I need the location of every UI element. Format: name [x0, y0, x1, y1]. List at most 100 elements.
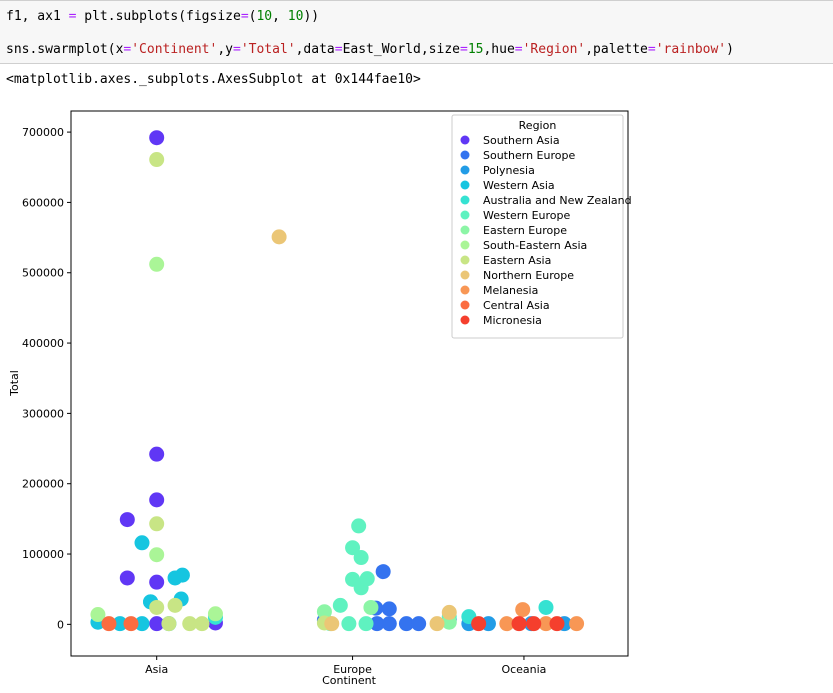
- plot-frame: [70, 110, 629, 657]
- legend-label: Southern Asia: [483, 134, 560, 147]
- y-tick-label: 0: [57, 618, 64, 631]
- data-point: [358, 616, 374, 632]
- data-point: [182, 616, 198, 632]
- data-point: [149, 256, 165, 272]
- legend-marker: [460, 135, 470, 145]
- data-point: [149, 574, 165, 590]
- code-string: 'rainbow': [655, 42, 727, 57]
- y-tick-label: 100000: [22, 548, 64, 561]
- code-token: ,y: [217, 42, 233, 57]
- data-point: [341, 616, 357, 632]
- legend: Region Southern Asia Southern Europe Polyne…: [451, 114, 632, 339]
- legend-label: Eastern Europe: [483, 224, 567, 237]
- legend-label: Central Asia: [483, 299, 550, 312]
- data-point: [351, 518, 367, 534]
- legend-label: Polynesia: [483, 164, 535, 177]
- code-token: (: [248, 9, 257, 24]
- code-operator: =: [240, 9, 249, 24]
- y-tick-label: 600000: [22, 196, 64, 209]
- code-operator: =: [334, 42, 343, 57]
- legend-marker: [460, 150, 470, 160]
- x-tick-label: Asia: [145, 663, 168, 676]
- legend-label: Western Europe: [483, 209, 571, 222]
- legend-marker: [460, 240, 470, 250]
- y-tick-label: 700000: [22, 126, 64, 139]
- legend-label: Southern Europe: [483, 149, 575, 162]
- code-cell[interactable]: f1, ax1 = plt.subplots(figsize=(10, 10))…: [0, 0, 833, 64]
- code-line-1: f1, ax1 = plt.subplots(figsize=(10, 10)): [6, 9, 319, 24]
- code-token: plt.subplots(figsize: [76, 9, 241, 24]
- data-point: [538, 599, 554, 615]
- data-point: [149, 616, 165, 632]
- legend-marker: [460, 195, 470, 205]
- x-tick-label: Oceania: [501, 663, 546, 676]
- code-operator: =: [459, 42, 468, 57]
- data-point: [381, 601, 397, 617]
- code-string: 'Region': [522, 42, 586, 57]
- legend-label: South-Eastern Asia: [483, 239, 587, 252]
- y-axis-label: Total: [8, 370, 21, 397]
- data-point: [316, 604, 332, 620]
- data-point: [332, 597, 348, 613]
- data-point: [398, 616, 414, 632]
- code-token: East_World,size: [342, 42, 460, 57]
- data-point: [381, 616, 397, 632]
- data-point: [112, 616, 128, 632]
- code-token: ,data: [295, 42, 335, 57]
- legend-label: Micronesia: [483, 314, 542, 327]
- legend-label: Northern Europe: [483, 269, 574, 282]
- data-point: [345, 540, 361, 556]
- legend-marker: [460, 225, 470, 235]
- data-point: [149, 599, 165, 615]
- data-point: [161, 616, 177, 632]
- data-point: [271, 229, 287, 245]
- code-token: sns.swarmplot(x: [6, 42, 124, 57]
- data-point: [149, 492, 165, 508]
- x-axis-label: Continent: [322, 674, 376, 687]
- code-string: 'Total': [240, 42, 296, 57]
- legend-marker: [460, 300, 470, 310]
- code-token: ,palette: [585, 42, 648, 57]
- data-point: [324, 616, 340, 632]
- code-token: )): [303, 9, 320, 24]
- data-point: [549, 616, 565, 632]
- data-point: [207, 606, 223, 622]
- data-point: [149, 130, 165, 146]
- data-point: [538, 616, 554, 632]
- code-string: 'Continent': [131, 42, 218, 57]
- data-point: [369, 616, 385, 632]
- x-tick-label: Europe: [333, 663, 372, 676]
- code-line-2: sns.swarmplot(x='Continent',y='Total',da…: [6, 42, 734, 57]
- code-number: 10: [287, 9, 304, 24]
- data-point: [429, 616, 445, 632]
- code-operator: =: [68, 9, 77, 24]
- code-operator: =: [647, 42, 656, 57]
- legend-marker: [460, 285, 470, 295]
- y-tick-label: 300000: [22, 407, 64, 420]
- legend-label: Eastern Asia: [483, 254, 551, 267]
- legend-marker: [460, 210, 470, 220]
- swarm-chart: 0 100000 200000 300000 400000 500000 600000 700…: [8, 110, 632, 687]
- data-point: [511, 616, 527, 632]
- data-point: [515, 602, 531, 618]
- code-operator: =: [232, 42, 241, 57]
- y-tick-label: 500000: [22, 267, 64, 280]
- data-point: [363, 599, 379, 615]
- code-token: ,hue: [483, 42, 515, 57]
- code-token: f1, ax1: [6, 9, 69, 24]
- data-point: [441, 604, 457, 620]
- data-point: [119, 570, 135, 586]
- code-operator: =: [514, 42, 523, 57]
- data-point: [149, 446, 165, 462]
- legend-marker: [460, 255, 470, 265]
- data-point: [194, 616, 210, 632]
- data-point: [149, 516, 165, 532]
- data-point: [101, 616, 117, 632]
- y-tick-label: 200000: [22, 478, 64, 491]
- data-point: [90, 607, 106, 623]
- data-points-layer: [90, 130, 585, 632]
- y-tick-label: 400000: [22, 337, 64, 350]
- code-token: ): [726, 42, 734, 57]
- code-token: ,: [272, 9, 288, 24]
- data-point: [471, 616, 487, 632]
